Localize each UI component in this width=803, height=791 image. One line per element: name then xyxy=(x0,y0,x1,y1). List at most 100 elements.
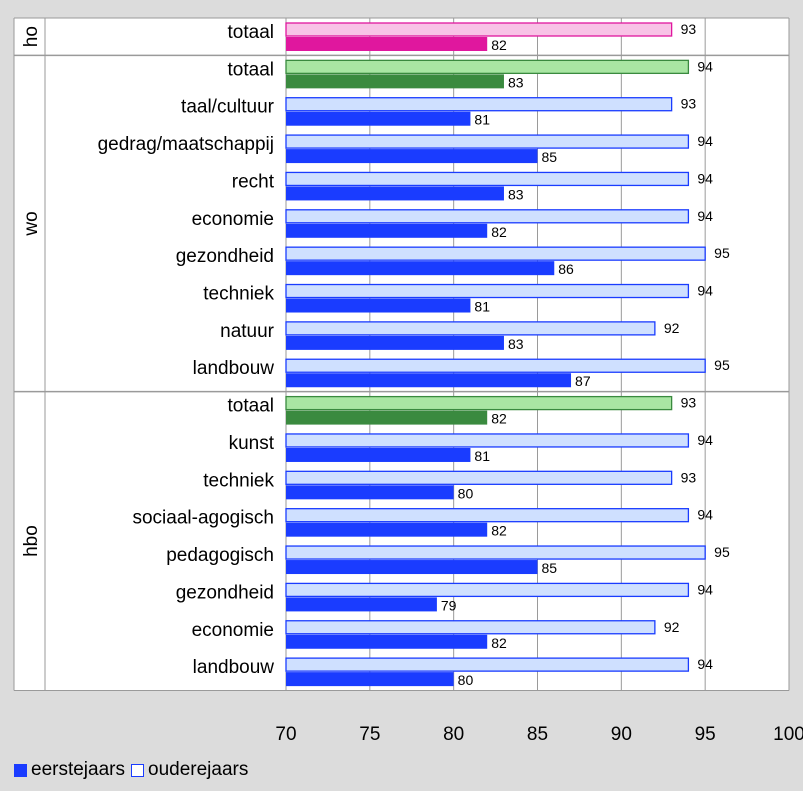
legend-swatch-ouderejaars xyxy=(131,763,144,777)
row-hbo-techniek-bar-ouderejaars xyxy=(285,470,673,485)
row-wo-landbouw-bar-eerstejaars xyxy=(286,373,572,388)
row-wo-techniek-value-eerstejaars: 81 xyxy=(474,299,490,315)
legend-label-ouderejaars: ouderejaars xyxy=(148,759,249,780)
row-wo-gedrag-maatschappij-bar-ouderejaars xyxy=(285,134,690,149)
row-hbo-economie-bar-ouderejaars xyxy=(285,620,656,635)
row-wo-gezondheid-label: gezondheid xyxy=(176,246,274,267)
row-wo-landbouw-value-eerstejaars: 87 xyxy=(575,373,591,389)
row-wo-recht-bar-ouderejaars xyxy=(285,171,690,187)
row-wo-natuur-value-ouderejaars: 92 xyxy=(664,320,680,336)
row-hbo-totaal-value-ouderejaars: 93 xyxy=(681,395,697,411)
row-wo-totaal-bar-ouderejaars xyxy=(285,59,690,75)
row-hbo-kunst-bar-eerstejaars xyxy=(286,447,471,462)
legend-swatch-eerstejaars xyxy=(14,763,27,777)
group-label-wo: wo xyxy=(21,211,42,236)
row-hbo-sociaal-agogisch-value-eerstejaars: 82 xyxy=(491,523,507,539)
row-hbo-sociaal-agogisch-bar-ouderejaars xyxy=(285,508,690,523)
legend: eerstejaars ouderejaars xyxy=(14,759,248,781)
group-label-ho: ho xyxy=(21,26,42,47)
row-hbo-landbouw-bar-ouderejaars xyxy=(285,657,690,672)
row-ho-totaal-value-eerstejaars: 82 xyxy=(491,37,507,53)
row-hbo-gezondheid-label: gezondheid xyxy=(176,582,274,603)
row-wo-recht-value-ouderejaars: 94 xyxy=(697,170,713,186)
legend-item-ouderejaars: ouderejaars xyxy=(131,759,248,781)
row-hbo-techniek-bar-eerstejaars xyxy=(286,485,454,500)
row-wo-totaal-bar-eerstejaars xyxy=(286,74,504,89)
row-ho-totaal-label: totaal xyxy=(228,22,274,43)
row-wo-totaal-value-eerstejaars: 83 xyxy=(508,74,524,90)
row-wo-landbouw-value-ouderejaars: 95 xyxy=(714,357,730,373)
legend-item-eerstejaars: eerstejaars xyxy=(14,759,125,781)
row-wo-economie-value-eerstejaars: 82 xyxy=(491,224,507,240)
x-tick-label-85: 85 xyxy=(527,724,548,745)
row-wo-gedrag-maatschappij-bar-eerstejaars xyxy=(286,149,538,164)
row-hbo-techniek-value-eerstejaars: 80 xyxy=(458,485,474,501)
x-tick-label-75: 75 xyxy=(359,724,380,745)
row-hbo-totaal-label: totaal xyxy=(228,396,274,417)
plot-area xyxy=(14,18,789,691)
row-ho-totaal-value-ouderejaars: 93 xyxy=(681,21,697,37)
group-label-hbo: hbo xyxy=(21,525,42,557)
row-wo-taal-cultuur-bar-eerstejaars xyxy=(286,111,471,126)
row-wo-gezondheid-bar-eerstejaars xyxy=(286,261,555,276)
x-tick-label-90: 90 xyxy=(611,724,632,745)
row-hbo-techniek-value-ouderejaars: 93 xyxy=(681,469,697,485)
row-hbo-gezondheid-value-ouderejaars: 94 xyxy=(697,581,713,597)
row-hbo-pedagogisch-bar-eerstejaars xyxy=(286,560,538,575)
row-hbo-kunst-label: kunst xyxy=(229,433,275,454)
row-hbo-totaal-value-eerstejaars: 82 xyxy=(491,411,507,427)
row-wo-totaal-label: totaal xyxy=(228,59,274,80)
row-wo-recht-label: recht xyxy=(232,171,275,192)
row-wo-recht-value-eerstejaars: 83 xyxy=(508,186,524,202)
row-wo-gezondheid-bar-ouderejaars xyxy=(285,246,706,261)
row-hbo-economie-label: economie xyxy=(192,620,274,641)
x-tick-label-100: 100 xyxy=(773,724,803,745)
row-hbo-sociaal-agogisch-bar-eerstejaars xyxy=(286,522,488,537)
row-hbo-sociaal-agogisch-label: sociaal-agogisch xyxy=(132,508,274,529)
row-hbo-pedagogisch-bar-ouderejaars xyxy=(285,545,706,560)
row-hbo-techniek-label: techniek xyxy=(203,470,274,491)
row-wo-landbouw-bar-ouderejaars xyxy=(285,358,706,373)
row-wo-economie-label: economie xyxy=(192,209,274,230)
row-wo-gezondheid-value-eerstejaars: 86 xyxy=(558,261,574,277)
row-wo-gedrag-maatschappij-value-ouderejaars: 94 xyxy=(697,133,713,149)
row-wo-techniek-bar-ouderejaars xyxy=(285,283,690,299)
row-wo-gezondheid-value-ouderejaars: 95 xyxy=(714,245,730,261)
row-wo-natuur-bar-ouderejaars xyxy=(285,321,656,336)
row-wo-taal-cultuur-bar-ouderejaars xyxy=(285,97,673,112)
row-wo-gedrag-maatschappij-label: gedrag/maatschappij xyxy=(98,134,274,155)
row-wo-natuur-label: natuur xyxy=(220,321,275,342)
row-wo-taal-cultuur-value-ouderejaars: 93 xyxy=(681,96,697,112)
row-hbo-totaal-bar-eerstejaars xyxy=(286,410,488,425)
row-wo-natuur-value-eerstejaars: 83 xyxy=(508,336,524,352)
row-hbo-kunst-value-ouderejaars: 94 xyxy=(697,432,713,448)
row-wo-gedrag-maatschappij-value-eerstejaars: 85 xyxy=(542,149,558,165)
row-hbo-landbouw-bar-eerstejaars xyxy=(286,672,454,687)
row-hbo-landbouw-label: landbouw xyxy=(193,657,275,678)
row-ho-totaal-bar-ouderejaars xyxy=(285,22,673,37)
row-hbo-pedagogisch-value-ouderejaars: 95 xyxy=(714,544,730,560)
row-hbo-economie-bar-eerstejaars xyxy=(286,634,488,649)
row-wo-totaal-value-ouderejaars: 94 xyxy=(697,58,713,74)
row-wo-taal-cultuur-value-eerstejaars: 81 xyxy=(474,112,490,128)
legend-label-eerstejaars: eerstejaars xyxy=(31,759,125,780)
row-hbo-kunst-value-eerstejaars: 81 xyxy=(474,448,490,464)
row-hbo-totaal-bar-ouderejaars xyxy=(285,395,673,411)
row-wo-economie-value-ouderejaars: 94 xyxy=(697,208,713,224)
row-ho-totaal-bar-eerstejaars xyxy=(286,37,488,51)
row-wo-recht-bar-eerstejaars xyxy=(286,186,504,201)
row-hbo-economie-value-ouderejaars: 92 xyxy=(664,619,680,635)
row-hbo-kunst-bar-ouderejaars xyxy=(285,433,690,448)
row-wo-techniek-label: techniek xyxy=(203,284,274,305)
row-wo-natuur-bar-eerstejaars xyxy=(286,335,504,350)
row-wo-landbouw-label: landbouw xyxy=(193,358,275,379)
row-hbo-gezondheid-value-eerstejaars: 79 xyxy=(441,597,457,613)
x-tick-label-70: 70 xyxy=(275,724,296,745)
row-wo-economie-bar-eerstejaars xyxy=(286,223,488,238)
row-wo-economie-bar-ouderejaars xyxy=(285,209,690,224)
x-tick-label-95: 95 xyxy=(695,724,716,745)
row-hbo-economie-value-eerstejaars: 82 xyxy=(491,635,507,651)
row-wo-techniek-value-ouderejaars: 94 xyxy=(697,283,713,299)
